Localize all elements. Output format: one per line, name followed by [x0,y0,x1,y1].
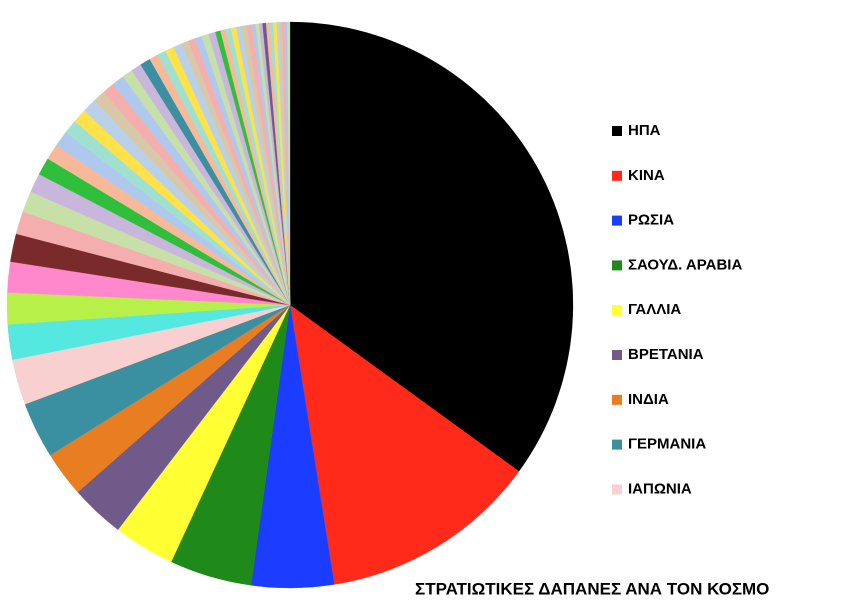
legend-swatch [612,260,622,271]
legend-swatch [612,439,622,450]
legend-label: ΙΝΔΙΑ [628,391,669,408]
legend-swatch [612,170,622,181]
pie-slice [289,304,520,585]
legend-swatch [612,484,622,495]
legend-label: ΣΑΟΥΔ. ΑΡΑΒΙΑ [628,256,742,273]
legend-swatch [612,215,622,226]
pie-slice [287,21,291,306]
chart-title: ΣΤΡΑΤΙΩΤΙΚΕΣ ΔΑΠΑΝΕΣ ΑΝΑ ΤΟΝ ΚΟΣΜΟ [415,579,769,598]
legend-swatch [612,126,622,136]
legend-label: ΒΡΕΤΑΝΙΑ [628,346,704,363]
legend-swatch [612,305,622,316]
legend-swatch [612,350,622,360]
legend-label: ΗΠΑ [628,122,661,139]
pie-slice [289,21,574,472]
legend-label: ΚΙΝΑ [628,167,665,184]
legend-label: ΡΩΣΙΑ [628,212,674,229]
legend-label: ΓΑΛΛΙΑ [628,301,681,318]
legend-swatch [612,394,622,405]
legend-label: ΙΑΠΩΝΙΑ [628,480,692,497]
legend-label: ΓΕΡΜΑΝΙΑ [628,436,706,453]
